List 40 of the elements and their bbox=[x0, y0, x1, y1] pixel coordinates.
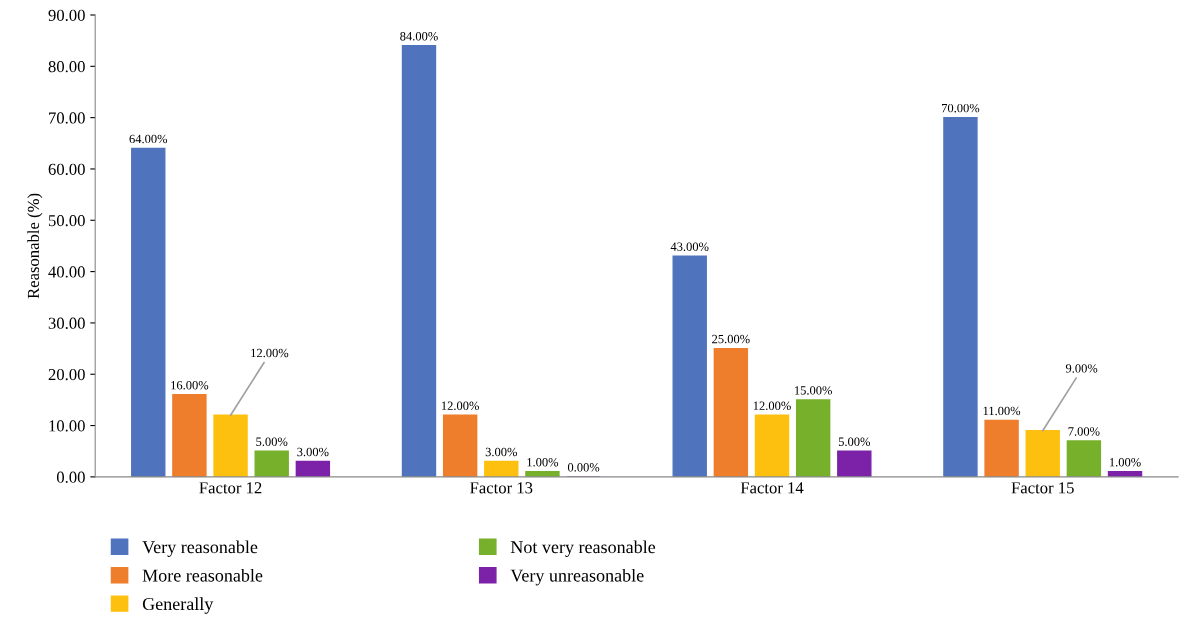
legend-label: Not very reasonable bbox=[510, 540, 656, 557]
data-label: 11.00% bbox=[983, 406, 1021, 416]
data-label: 3.00% bbox=[485, 447, 518, 457]
x-tick-label: Factor 12 bbox=[199, 482, 262, 494]
y-tick-label: 10.00 bbox=[49, 420, 85, 432]
x-tick-label: Factor 13 bbox=[470, 482, 533, 494]
data-label: 7.00% bbox=[1068, 427, 1100, 436]
data-label: 43.00% bbox=[670, 242, 709, 251]
x-tick-label: Factor 14 bbox=[740, 482, 804, 494]
y-axis-title: Reasonable (%) bbox=[27, 193, 43, 299]
legend-label: More reasonable bbox=[142, 568, 263, 582]
data-label: 0.00% bbox=[567, 463, 600, 472]
y-tick-label: 70.00 bbox=[49, 112, 85, 124]
data-label: 5.00% bbox=[256, 437, 288, 446]
y-tick-label: 50.00 bbox=[48, 214, 85, 227]
data-label: 3.00% bbox=[297, 447, 329, 457]
legend-label: Generally bbox=[142, 597, 214, 614]
data-label: 12.00% bbox=[441, 401, 479, 411]
data-label: 12.00% bbox=[753, 401, 791, 411]
y-tick-label: 30.00 bbox=[48, 317, 85, 329]
y-tick-label: 40.00 bbox=[48, 266, 85, 278]
data-label: 16.00% bbox=[171, 381, 209, 390]
data-label: 9.00% bbox=[1065, 364, 1098, 373]
data-label: 1.00% bbox=[527, 457, 559, 467]
data-label: 1.00% bbox=[1109, 457, 1141, 467]
data-label: 15.00% bbox=[794, 386, 833, 395]
data-label: 84.00% bbox=[400, 32, 438, 41]
data-label: 5.00% bbox=[838, 437, 871, 446]
y-tick-label: 60.00 bbox=[48, 163, 85, 175]
y-tick-label: 90.00 bbox=[48, 9, 85, 22]
y-tick-label: 80.00 bbox=[48, 61, 85, 73]
data-label: 70.00% bbox=[941, 103, 980, 113]
x-tick-label: Factor 15 bbox=[1011, 482, 1074, 494]
data-label: 64.00% bbox=[129, 134, 168, 144]
data-label: 12.00% bbox=[251, 348, 289, 358]
legend-label: Very unreasonable bbox=[510, 568, 644, 586]
y-tick-label: 20.00 bbox=[48, 368, 85, 381]
legend-label: Very reasonable bbox=[142, 540, 258, 557]
y-tick-label: 0.00 bbox=[56, 471, 85, 483]
data-label: 25.00% bbox=[712, 334, 750, 344]
